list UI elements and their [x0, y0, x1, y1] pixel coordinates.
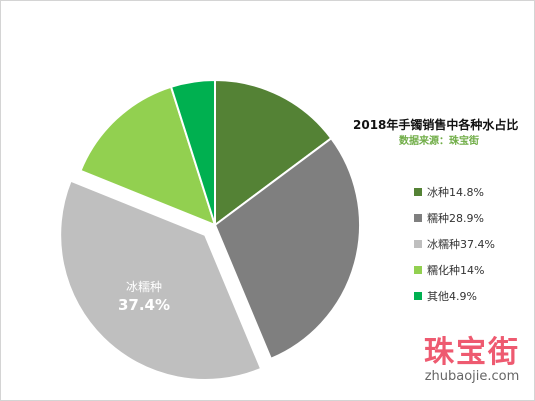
legend-label: 糯化种14%	[427, 264, 485, 277]
legend-label: 糯种28.9%	[427, 212, 484, 225]
watermark-brand: 珠宝街	[424, 335, 520, 370]
legend-item-ice: 冰种14.8%	[414, 185, 495, 199]
pie-slice-ice	[214, 78, 333, 227]
legend-swatch	[414, 188, 422, 196]
legend-label: 其他4.9%	[427, 290, 477, 303]
legend-item-ice-glutinous: 冰糯种37.4%	[414, 237, 495, 251]
legend-swatch	[414, 240, 422, 248]
legend-item-glutinous: 糯种28.9%	[414, 211, 495, 225]
legend-item-glutinous-transformed: 糯化种14%	[414, 263, 495, 277]
legend-label: 冰种14.8%	[427, 186, 484, 199]
pie-slice-ice-glutinous	[59, 179, 263, 381]
data-label-name: 冰糯种	[126, 280, 162, 294]
legend-swatch	[414, 266, 422, 274]
chart-subtitle: 数据来源：珠宝街	[399, 136, 479, 147]
legend-swatch	[414, 292, 422, 300]
pie-slice-glutinous	[213, 136, 361, 361]
legend-label: 冰糯种37.4%	[427, 238, 495, 251]
chart-title: 2018年手镯销售中各种水占比	[353, 118, 519, 132]
watermark-logo: 珠宝街 zhubaojie.com	[424, 337, 520, 385]
data-label-value: 37.4%	[118, 296, 170, 314]
legend-item-other: 其他4.9%	[414, 289, 495, 303]
chart-legend: 冰种14.8% 糯种28.9% 冰糯种37.4% 糯化种14% 其他4.9%	[414, 185, 495, 315]
legend-swatch	[414, 214, 422, 222]
pie-slice-other	[169, 78, 216, 226]
watermark-url: zhubaojie.com	[424, 369, 520, 384]
